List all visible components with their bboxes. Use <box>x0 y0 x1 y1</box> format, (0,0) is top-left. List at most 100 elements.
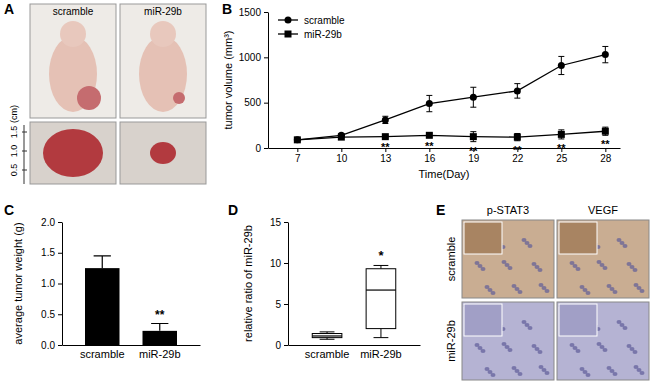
error-bar <box>94 256 111 268</box>
tick: scramble <box>305 348 350 360</box>
photo <box>120 4 206 118</box>
significance: ** <box>469 145 478 157</box>
axis: scramblemiR-29b <box>63 346 201 360</box>
legend-label: scramble <box>304 15 345 26</box>
tick-mark <box>58 345 62 346</box>
axis-line <box>62 223 63 346</box>
column-label: scramble <box>53 6 94 17</box>
axis-title: relative ratio of miR-29b <box>242 225 254 342</box>
nucleus <box>570 261 575 265</box>
nucleus <box>634 283 639 287</box>
scale-label: 0.5 <box>9 164 19 177</box>
inset <box>464 222 502 254</box>
scale-tick <box>22 170 27 171</box>
plot-area <box>294 46 609 143</box>
axis-line <box>288 223 289 346</box>
whisker-cap <box>374 337 389 338</box>
median <box>312 335 342 336</box>
nucleus <box>597 260 602 264</box>
error-bar <box>382 116 388 123</box>
inset <box>559 222 597 254</box>
tick-label: scramble <box>80 348 125 360</box>
nucleus <box>570 343 575 347</box>
panel: DscramblemiR-29b051015*relative ratio of… <box>228 202 421 360</box>
axis-line <box>268 13 269 149</box>
data-point <box>294 136 301 143</box>
nucleus <box>607 366 612 370</box>
error-bar <box>151 323 168 330</box>
tick-mark <box>284 263 288 264</box>
whisker <box>380 329 381 338</box>
tick-label: 0 <box>275 340 281 351</box>
box <box>312 334 342 338</box>
scale-unit: (cm) <box>9 105 19 123</box>
tick: 1.0 <box>41 278 62 289</box>
tick-mark <box>58 314 62 315</box>
tick: 1000 <box>239 52 268 63</box>
error-bar <box>602 46 608 62</box>
error-bar <box>470 132 476 142</box>
significance: ** <box>155 308 165 322</box>
nucleus <box>522 320 527 324</box>
inset <box>464 304 502 336</box>
row-label: scramble <box>445 237 457 282</box>
tick: 0 <box>255 143 268 154</box>
axis: 710131619222528 <box>269 148 621 164</box>
tick-label: scramble <box>305 348 350 360</box>
inset <box>559 304 597 336</box>
mouse-head <box>60 21 86 47</box>
panel-letter: D <box>228 202 238 218</box>
panel-letter: C <box>4 202 14 218</box>
tick-label: 2.0 <box>41 217 55 228</box>
scale-bar <box>24 125 25 184</box>
nucleus <box>617 320 622 324</box>
error-bar <box>514 84 520 99</box>
panel-letter: E <box>436 202 445 218</box>
panel: CscramblemiR-29b0.00.51.01.52.0**average… <box>4 202 201 360</box>
data-point <box>470 94 477 101</box>
nucleus <box>475 343 480 347</box>
tick-label: 1500 <box>239 7 262 18</box>
data-point <box>382 133 389 140</box>
tick: 28 <box>600 148 612 164</box>
tick-mark <box>284 222 288 223</box>
axis: 051015 <box>270 217 289 351</box>
tick-label: 16 <box>424 153 436 164</box>
nucleus <box>485 367 490 371</box>
tick: 1500 <box>239 7 268 18</box>
tick: 0.0 <box>41 340 62 351</box>
legend-marker <box>285 31 292 38</box>
data-point <box>602 51 609 58</box>
nucleus <box>580 285 585 289</box>
tumor <box>173 92 185 104</box>
nucleus <box>597 342 602 346</box>
panel: B710131619222528050010001500scramblemiR-… <box>222 1 621 180</box>
axis-line <box>269 148 621 149</box>
data-point <box>382 116 389 123</box>
axis-title: average tumor weight (g) <box>12 222 24 344</box>
tick: 2.0 <box>41 217 62 228</box>
box <box>366 269 396 329</box>
tick: 7 <box>295 148 301 164</box>
photo <box>557 220 649 298</box>
nucleus <box>634 365 639 369</box>
series-line <box>297 55 605 140</box>
photo <box>557 302 649 380</box>
tick-mark <box>58 222 62 223</box>
nucleus <box>475 261 480 265</box>
tick-mark <box>264 148 268 149</box>
tick: scramble <box>80 348 125 360</box>
tick-label: 28 <box>600 153 612 164</box>
tick-label: 15 <box>270 217 282 228</box>
nucleus <box>539 283 544 287</box>
figure: B710131619222528050010001500scramblemiR-… <box>0 0 650 383</box>
tick-mark <box>297 148 298 152</box>
nucleus <box>512 284 517 288</box>
nucleus <box>617 238 622 242</box>
legend: scramblemiR-29b <box>278 15 345 40</box>
data-point <box>426 132 433 139</box>
tick: 15 <box>270 217 288 228</box>
tumor <box>77 86 101 110</box>
significance: ** <box>381 141 390 153</box>
nucleus <box>607 284 612 288</box>
